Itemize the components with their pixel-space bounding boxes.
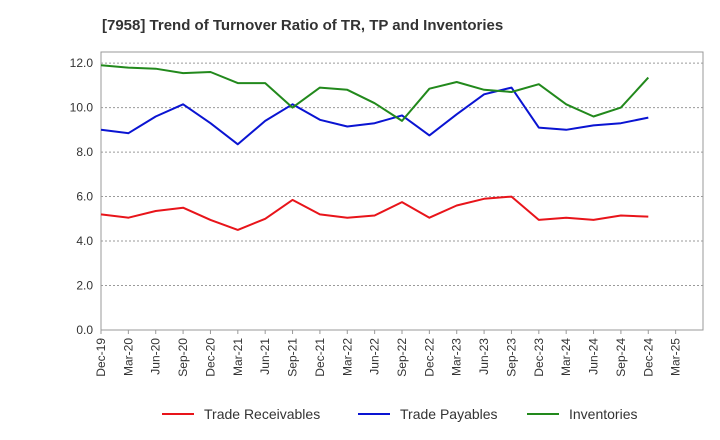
x-tick-label: Mar-20 <box>121 338 135 376</box>
x-tick-label: Sep-22 <box>395 338 409 377</box>
x-tick-label: Dec-21 <box>313 338 327 377</box>
legend: Trade Receivables Trade Payables Inventori… <box>162 406 637 422</box>
x-tick-label: Jun-24 <box>587 338 601 375</box>
series-group <box>100 64 650 231</box>
chart-title: [7958] Trend of Turnover Ratio of TR, TP… <box>102 17 503 34</box>
x-tick-label: Sep-21 <box>286 338 300 377</box>
y-tick-label: 8.0 <box>76 145 93 159</box>
x-tick-label: Jun-21 <box>258 338 272 375</box>
x-tick-label: Jun-22 <box>368 338 382 375</box>
series-line-1 <box>100 86 649 146</box>
series-line-0 <box>100 195 649 231</box>
x-tick-label: Jun-23 <box>477 338 491 375</box>
y-tick-label: 12.0 <box>70 56 94 70</box>
y-tick-label: 2.0 <box>76 279 93 293</box>
x-tick-label: Dec-19 <box>94 338 108 377</box>
x-tick-label: Mar-21 <box>231 338 245 376</box>
x-tick-label: Mar-23 <box>450 338 464 376</box>
x-tick-label: Jun-20 <box>149 338 163 375</box>
y-tick-label: 6.0 <box>76 190 93 204</box>
x-tick-label: Sep-23 <box>504 338 518 377</box>
x-tick-label: Dec-20 <box>203 338 217 377</box>
y-tick-label: 0.0 <box>76 323 93 337</box>
x-tick-label: Mar-22 <box>340 338 354 376</box>
x-tick-label: Mar-25 <box>669 338 683 376</box>
legend-label-0: Trade Receivables <box>204 406 320 422</box>
legend-label-2: Inventories <box>569 406 637 422</box>
plot-frame <box>100 51 704 331</box>
x-tick-label: Dec-22 <box>422 338 436 377</box>
y-tick-label: 10.0 <box>70 101 94 115</box>
x-tick-label: Mar-24 <box>559 338 573 376</box>
x-axis: Dec-19 Mar-20 Jun-20 Sep-20 Dec-20 Mar-21 Jun-… <box>94 330 683 377</box>
x-tick-label: Dec-23 <box>532 338 546 377</box>
y-tick-label: 4.0 <box>76 234 93 248</box>
legend-label-1: Trade Payables <box>400 406 498 422</box>
x-tick-label: Sep-20 <box>176 338 190 377</box>
series-line-2 <box>100 64 650 122</box>
x-tick-label: Dec-24 <box>641 338 655 377</box>
y-axis: 0.0 2.0 4.0 6.0 8.0 10.0 12.0 <box>70 56 94 337</box>
x-tick-label: Sep-24 <box>614 338 628 377</box>
grid <box>101 62 703 287</box>
